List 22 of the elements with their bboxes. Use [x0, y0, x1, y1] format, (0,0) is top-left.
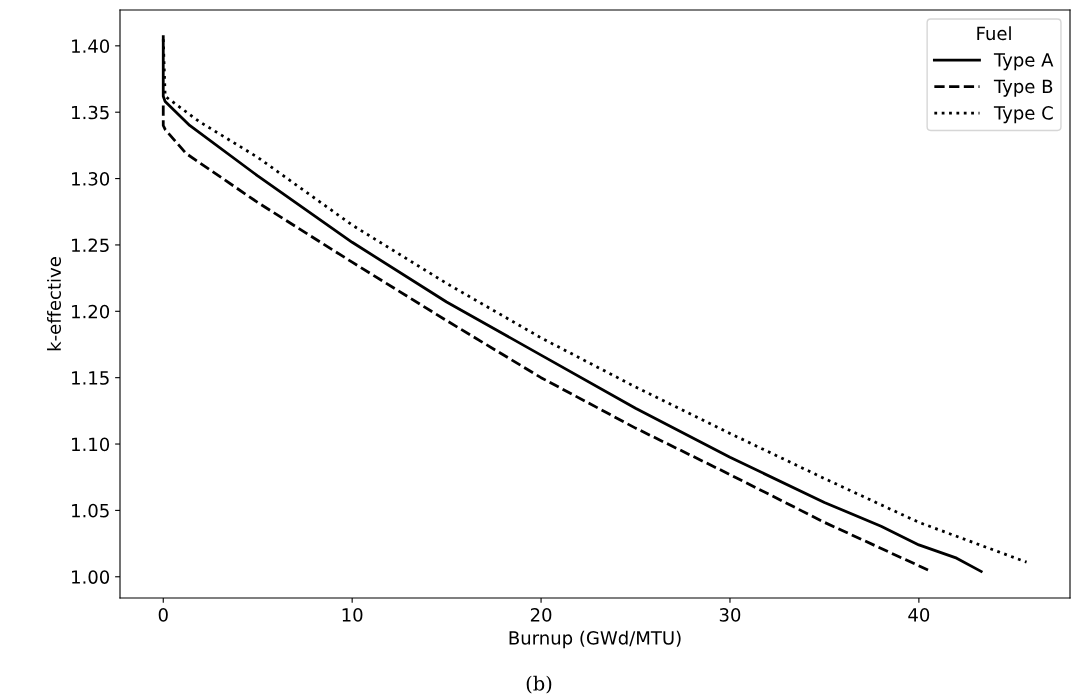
line-series	[161, 104, 930, 572]
legend-label: Type B	[993, 79, 1053, 97]
x-tick-label: 10	[342, 608, 363, 622]
y-tick-label: 1.10	[72, 437, 110, 452]
y-tick-label: 1.35	[72, 105, 109, 120]
legend-label: Type C	[993, 106, 1053, 124]
y-tick-label: 1.00	[72, 570, 110, 584]
x-tick-label: 30	[719, 608, 741, 622]
y-tick-label: 1.15	[72, 371, 109, 385]
y-axis-title: k-effective	[47, 257, 62, 351]
text: (b)	[526, 675, 552, 694]
y-tick-label: 1.05	[72, 503, 109, 518]
legend-label: Type A	[993, 53, 1054, 71]
x-tick-label: 20	[530, 608, 552, 622]
legend-title: Fuel	[977, 26, 1011, 41]
y-tick-label: 1.25	[72, 238, 109, 253]
x-tick-label: 40	[908, 608, 930, 622]
y-tick-label: 1.30	[72, 172, 110, 186]
y-tick-label: 1.40	[72, 39, 110, 53]
x-axis-title: Burnup (GWd/MTU)	[509, 630, 681, 649]
x-tick-label: 0	[158, 608, 168, 622]
y-tick-label: 1.20	[72, 304, 110, 319]
